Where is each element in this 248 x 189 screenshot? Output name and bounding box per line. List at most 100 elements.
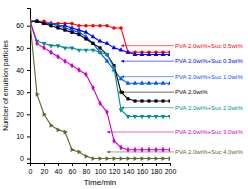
x-tick-label: 0	[29, 168, 33, 175]
series-marker	[161, 52, 166, 56]
series-marker	[140, 115, 145, 119]
y-tick-label: 0	[20, 155, 24, 162]
series	[30, 19, 170, 56]
y-axis-line	[27, 9, 31, 164]
series-marker	[168, 81, 170, 85]
x-tick: 20	[41, 163, 49, 175]
x-tick-label: 100	[95, 168, 107, 175]
series-marker	[98, 24, 102, 28]
series-marker	[56, 54, 59, 60]
series-marker	[133, 81, 138, 85]
series-marker	[147, 99, 150, 102]
series-marker	[84, 24, 88, 28]
annotation-arrow	[107, 132, 174, 133]
x-tick-mark	[86, 163, 87, 166]
x-tick-label: 200	[165, 168, 177, 175]
series	[30, 19, 170, 161]
series-marker	[133, 115, 138, 119]
series-marker	[133, 99, 136, 102]
series-line	[30, 21, 170, 52]
series-marker	[49, 44, 54, 48]
y-tick: 20	[16, 111, 30, 118]
x-tick: 0	[29, 163, 33, 175]
series-marker	[70, 63, 73, 69]
annotation-arrow	[121, 61, 174, 62]
x-tick-mark	[128, 163, 129, 166]
series-line	[30, 21, 170, 83]
series	[30, 20, 170, 119]
series-marker	[105, 24, 109, 28]
series-marker	[43, 112, 47, 117]
series-line	[30, 21, 170, 116]
y-tick-label: 10	[16, 133, 24, 140]
series	[30, 20, 170, 55]
series-marker	[77, 67, 80, 73]
x-tick-label: 80	[83, 168, 91, 175]
series-marker	[169, 156, 170, 161]
series-marker	[119, 145, 122, 151]
y-tick: 50	[16, 45, 30, 52]
y-tick-label: 30	[16, 89, 24, 96]
series-marker	[56, 26, 59, 29]
series-marker	[147, 81, 152, 85]
series-marker	[35, 20, 38, 23]
series-marker	[162, 156, 166, 161]
x-tick-mark	[100, 163, 101, 166]
y-tick-label: 50	[16, 45, 24, 52]
series-marker	[140, 52, 145, 56]
series-marker	[112, 45, 117, 49]
series-marker	[147, 115, 152, 119]
y-tick-label: 60	[16, 22, 24, 29]
series-marker	[112, 138, 115, 144]
series-marker	[155, 156, 159, 161]
y-tick: 10	[16, 133, 30, 140]
series-marker	[140, 99, 143, 102]
series-marker	[77, 33, 80, 36]
series-marker	[77, 24, 81, 28]
annotation-arrow	[121, 92, 174, 93]
annotation-text: PVA 2.0wt%+Suc 2.0wt%	[175, 105, 243, 111]
series-marker	[105, 58, 110, 62]
series-line	[30, 21, 170, 158]
x-tick: 40	[55, 163, 63, 175]
annotations: PVA 2.0wt%+Suc 0.5wt%PVA 2.0wt%+Suc 0.3w…	[107, 43, 243, 155]
x-axis-title: Time/min	[84, 178, 117, 187]
x-tick-label: 160	[137, 168, 149, 175]
y-tick-label: 20	[16, 111, 24, 118]
x-tick-mark	[114, 163, 115, 166]
series-marker	[50, 123, 54, 128]
y-tick-mark	[27, 92, 30, 93]
y-tick-mark	[27, 159, 30, 160]
series-marker	[84, 71, 87, 77]
x-tick: 200	[165, 163, 177, 175]
series-marker	[141, 156, 145, 161]
plot-area	[30, 18, 170, 161]
series-marker	[63, 58, 66, 64]
series-marker	[126, 50, 131, 54]
annotation-text: PVA 2.0wt%+Suc 1.0wt%	[175, 74, 243, 80]
series-marker	[84, 49, 89, 53]
x-tick-mark	[156, 163, 157, 166]
annotation-arrow	[107, 151, 174, 152]
chart: 0204060801001201401601802000102030405060…	[0, 0, 248, 189]
series-marker	[119, 47, 124, 51]
series-marker	[42, 45, 45, 51]
series-marker	[168, 52, 170, 56]
series-marker	[63, 29, 66, 32]
series-marker	[154, 52, 159, 56]
x-tick-label: 60	[69, 168, 77, 175]
y-axis: 0 10 20 30 40 50 60	[16, 9, 30, 164]
series-marker	[133, 52, 138, 56]
series-marker	[154, 115, 159, 119]
series-marker	[63, 46, 68, 50]
series-marker	[98, 100, 101, 106]
series-marker	[35, 40, 38, 46]
y-tick-label: 40	[16, 67, 24, 74]
series-marker	[49, 24, 52, 27]
series-marker	[91, 49, 96, 53]
annotation-arrow	[121, 45, 174, 46]
series-marker	[99, 156, 103, 161]
series-marker	[92, 156, 96, 161]
series-marker	[57, 127, 61, 132]
x-tick: 160	[137, 163, 149, 175]
